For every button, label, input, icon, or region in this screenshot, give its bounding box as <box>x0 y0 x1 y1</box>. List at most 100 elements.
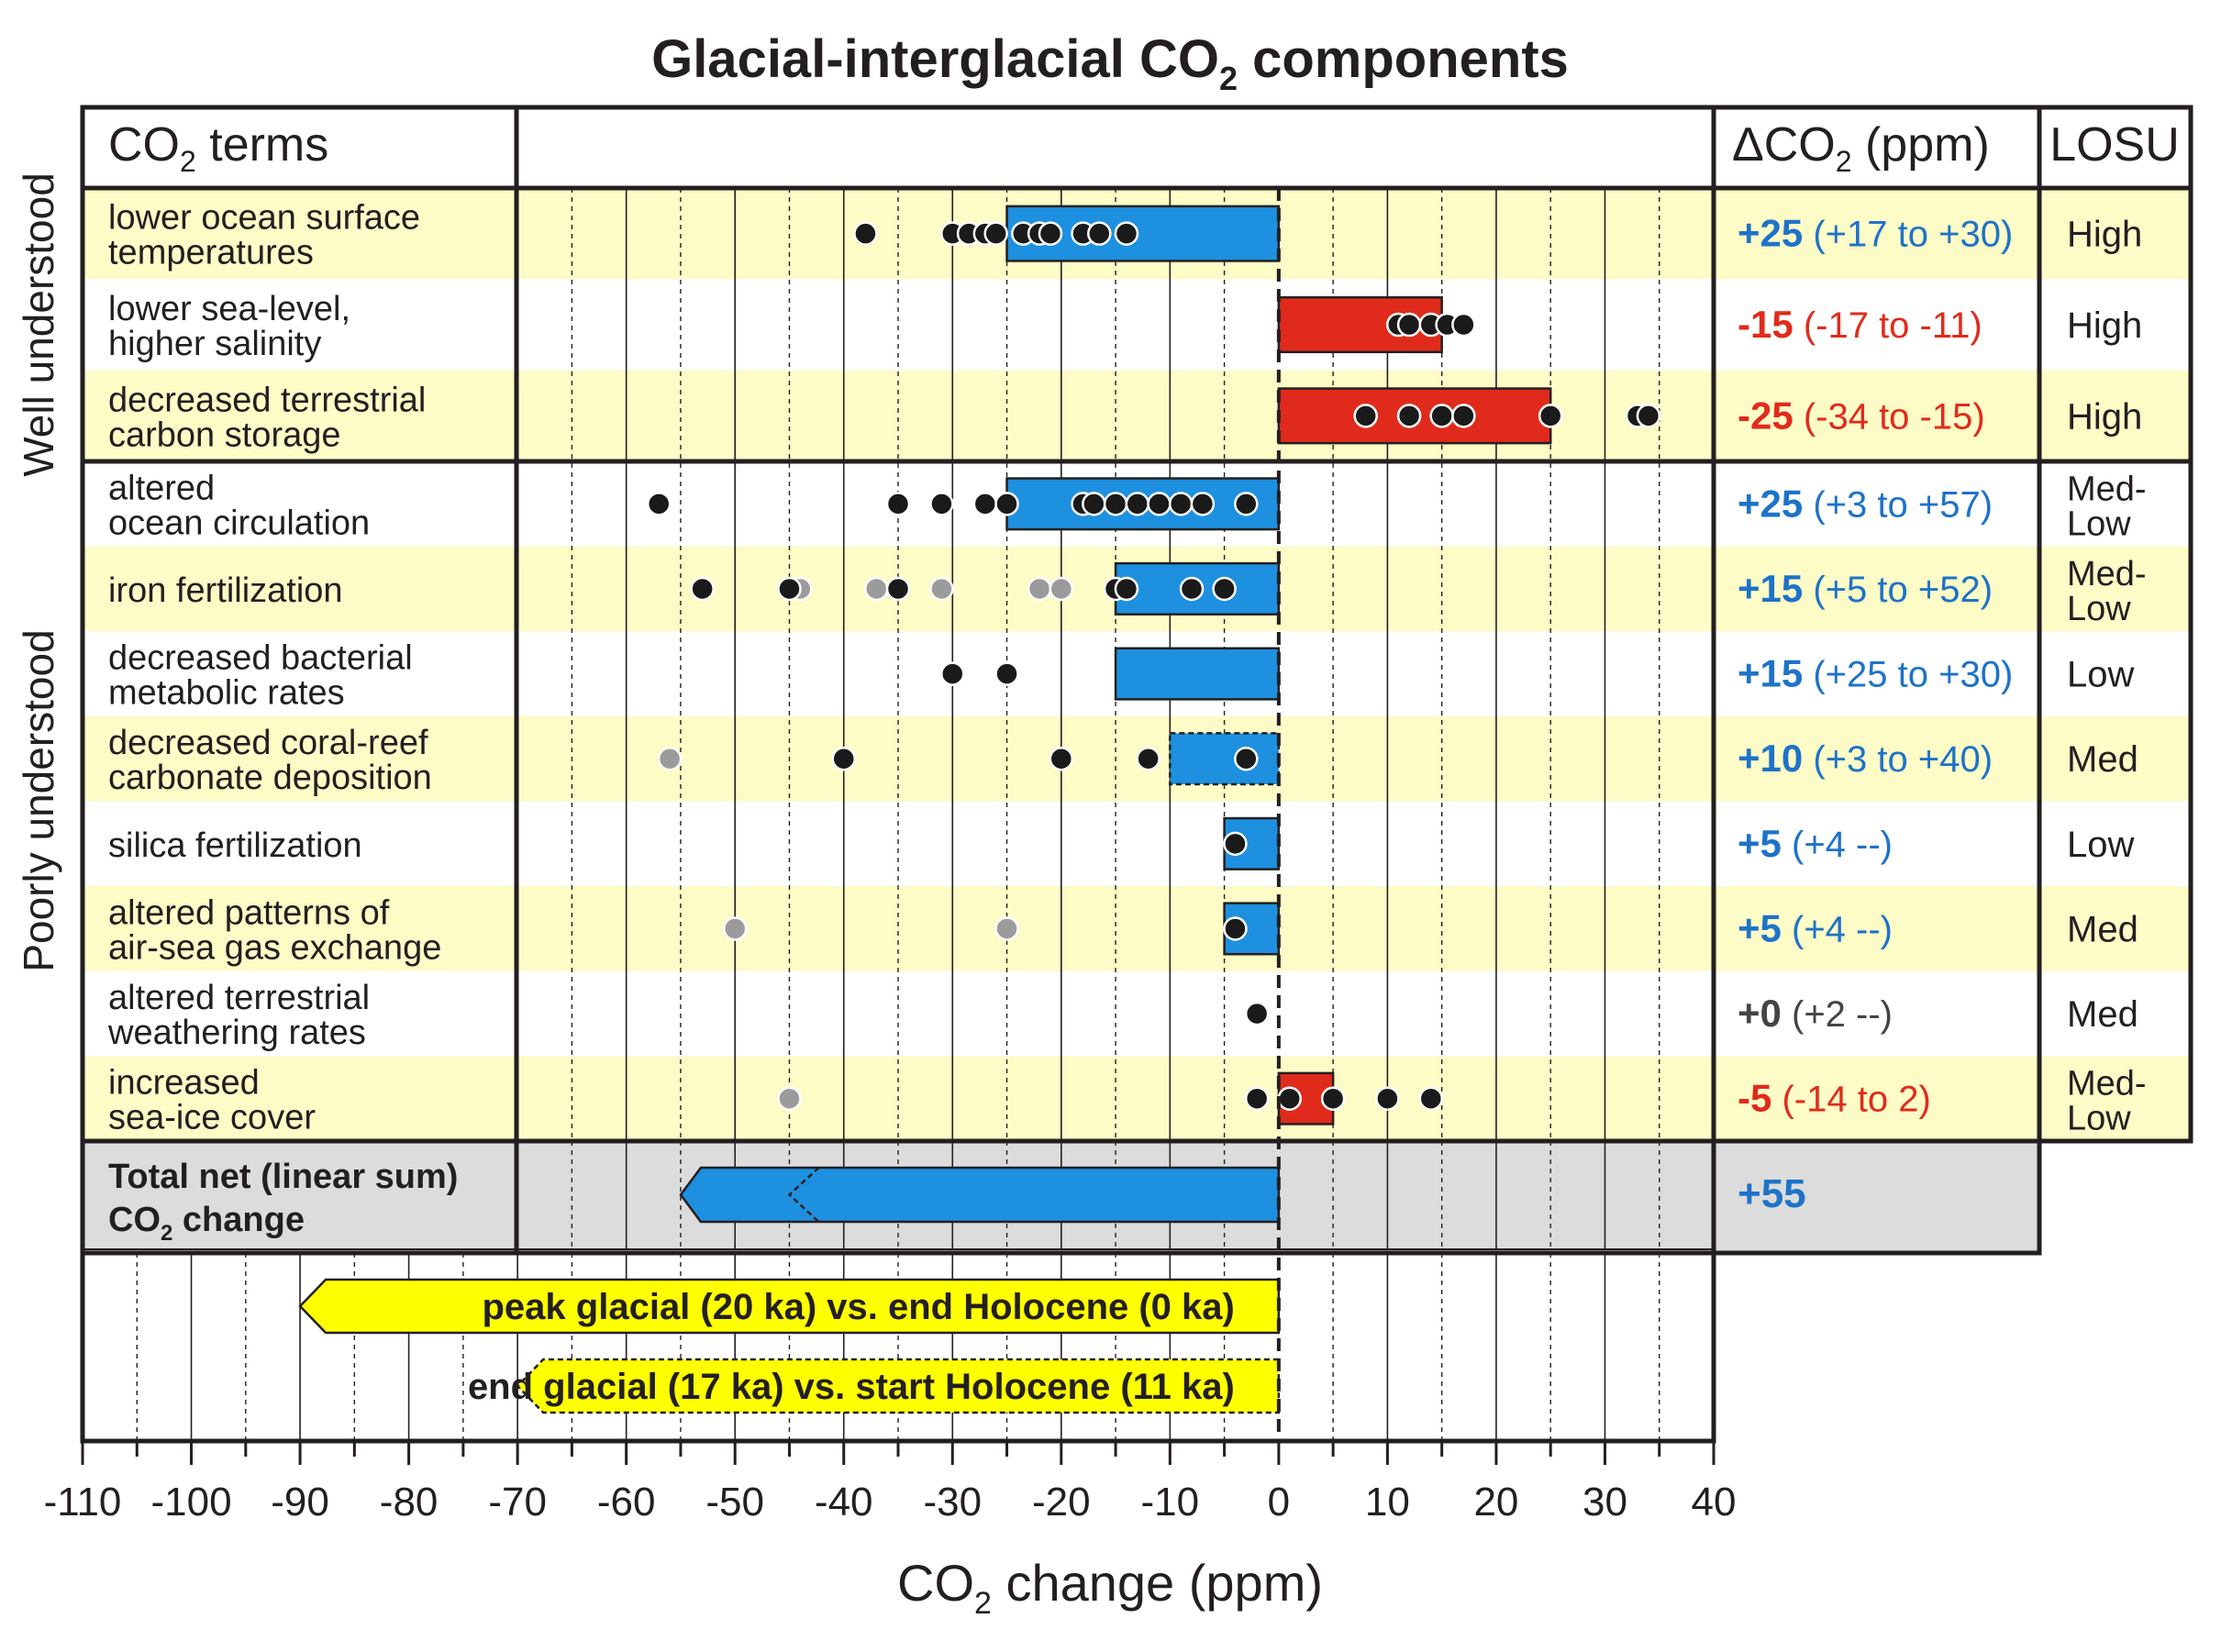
row-background <box>83 279 2191 371</box>
delta-co2-value: -15 (-17 to -11) <box>1738 303 1982 346</box>
black-data-point <box>1244 1086 1270 1111</box>
data-points <box>646 221 1661 1111</box>
black-data-point <box>1353 404 1378 428</box>
row-label-line2: metabolic rates <box>108 674 345 713</box>
total-label-line2: CO2 change <box>108 1201 305 1246</box>
row-background <box>83 370 2191 461</box>
losu-value: Low <box>2067 825 2134 865</box>
x-tick-label: -70 <box>488 1480 547 1524</box>
total-value: +55 <box>1738 1171 1806 1216</box>
black-data-point <box>1234 746 1259 771</box>
row-label-line2: higher salinity <box>108 325 321 363</box>
black-data-point <box>1049 746 1074 771</box>
group-label-well-understood: Well understood <box>15 172 62 477</box>
black-data-point <box>1147 492 1172 516</box>
x-tick-label: 20 <box>1473 1480 1518 1524</box>
bar <box>1223 902 1281 956</box>
total-arrow <box>679 1166 1281 1224</box>
black-data-point <box>983 221 1008 246</box>
black-data-point <box>1179 576 1205 602</box>
header-terms: CO2 terms <box>108 118 328 178</box>
black-data-point <box>929 492 954 516</box>
comparison-label: end glacial (17 ka) vs. start Holocene (… <box>468 1367 1235 1407</box>
x-tick-label: -80 <box>380 1480 439 1524</box>
total-arrow-alt <box>787 1167 820 1223</box>
black-data-point <box>831 746 856 771</box>
x-axis-label: CO2 change (ppm) <box>897 1554 1323 1621</box>
grey-data-point <box>864 576 889 602</box>
row-label: iron fertilization <box>108 571 343 610</box>
header-losu: LOSU <box>2049 118 2180 172</box>
row-label: silica fertilization <box>108 826 362 865</box>
black-data-point <box>1451 312 1476 338</box>
black-data-point <box>1168 492 1194 516</box>
losu-value: Med <box>2067 739 2138 780</box>
black-data-point <box>1451 404 1476 428</box>
black-data-point <box>1277 1086 1302 1111</box>
x-tick-label: -90 <box>271 1480 329 1524</box>
black-data-point <box>1320 1086 1346 1111</box>
black-data-point <box>1538 404 1563 428</box>
losu-value: High <box>2067 396 2142 437</box>
black-data-point <box>1223 916 1248 941</box>
total-label: Total net (linear sum) <box>108 1158 458 1196</box>
row-label-line2: carbon storage <box>108 416 341 454</box>
row-label: decreased bacterial <box>108 639 413 678</box>
black-data-point <box>1114 221 1139 246</box>
black-data-point <box>1114 576 1139 602</box>
row-label: altered patterns of <box>108 893 390 932</box>
losu-value: Med- <box>2067 470 2147 508</box>
x-tick-label: -40 <box>815 1480 873 1524</box>
group-label-poorly-understood: Poorly understood <box>15 629 62 971</box>
delta-co2-value: +25 (+3 to +57) <box>1738 482 1993 525</box>
delta-co2-value: -25 (-34 to -15) <box>1738 394 1985 437</box>
black-data-point <box>1429 404 1454 428</box>
grey-data-point <box>657 746 683 771</box>
row-label-line2: temperatures <box>108 234 314 272</box>
total-arrow-body <box>679 1166 1281 1224</box>
black-data-point <box>1234 492 1259 516</box>
x-tick-label: -50 <box>705 1480 764 1524</box>
row-label: lower sea-level, <box>108 290 350 328</box>
delta-co2-value: +15 (+25 to +30) <box>1738 652 2013 695</box>
black-data-point <box>1103 492 1128 516</box>
losu-value-line2: Low <box>2067 504 2131 543</box>
delta-co2-value: +5 (+4 --) <box>1738 822 1893 865</box>
x-tick-label: 0 <box>1268 1480 1290 1524</box>
row-label: altered <box>108 469 215 507</box>
black-data-point <box>1136 746 1160 771</box>
row-background <box>83 1056 2191 1141</box>
black-data-point <box>1212 576 1237 602</box>
losu-value: High <box>2067 215 2142 255</box>
row-label-line2: air-sea gas exchange <box>108 928 441 967</box>
bar <box>1277 387 1552 445</box>
black-data-point <box>1223 831 1248 857</box>
black-data-point <box>1418 1086 1444 1111</box>
losu-value-line2: Low <box>2067 1100 2131 1138</box>
black-data-point <box>940 661 965 686</box>
black-data-point <box>972 492 998 516</box>
black-data-point <box>1375 1086 1400 1111</box>
black-data-point <box>885 576 911 602</box>
black-data-point <box>1636 404 1661 428</box>
row-label-line2: ocean circulation <box>108 504 370 542</box>
black-data-point <box>1190 492 1216 516</box>
losu-value-line2: Low <box>2067 590 2131 628</box>
black-data-point <box>1125 492 1150 516</box>
x-tick-label: 30 <box>1582 1480 1627 1524</box>
row-label: decreased coral-reef <box>108 724 428 762</box>
delta-co2-value: +15 (+5 to +52) <box>1738 567 1993 610</box>
losu-value: Med- <box>2067 1065 2147 1103</box>
delta-co2-value: +0 (+2 --) <box>1738 992 1893 1035</box>
bar <box>1114 647 1281 701</box>
bar <box>1169 732 1281 786</box>
black-data-point <box>1396 404 1422 428</box>
losu-value: Med <box>2067 909 2138 949</box>
x-tick-label: 10 <box>1365 1480 1410 1524</box>
black-data-point <box>777 576 802 602</box>
black-data-point <box>1244 1001 1270 1026</box>
header-delta-co2: ΔCO2 (ppm) <box>1732 118 1990 178</box>
grey-data-point <box>722 916 748 941</box>
grey-data-point <box>929 576 954 602</box>
